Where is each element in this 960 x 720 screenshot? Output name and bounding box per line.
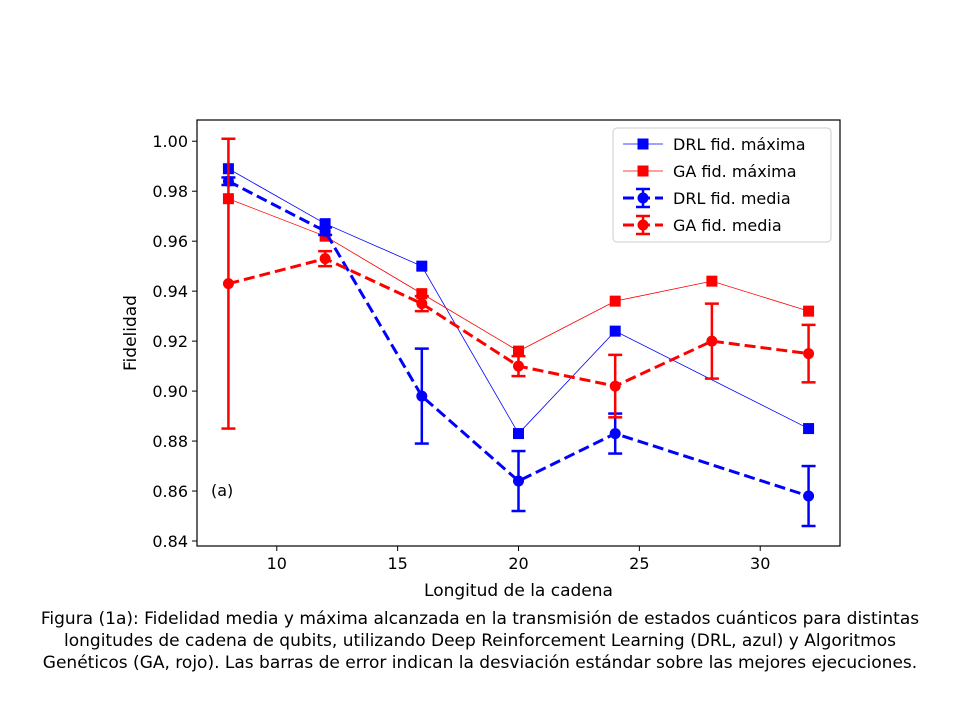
data-point xyxy=(609,295,621,307)
y-tick-label: 1.00 xyxy=(152,132,188,151)
plot-area xyxy=(221,137,816,528)
data-point xyxy=(513,428,524,440)
figure-caption: Figura (1a): Fidelidad media y máxima al… xyxy=(0,608,960,674)
legend-marker xyxy=(637,219,649,231)
legend-marker xyxy=(637,138,649,150)
x-axis-label: Longitud de la cadena xyxy=(424,581,613,601)
x-tick-label: 25 xyxy=(629,554,649,573)
data-point xyxy=(416,390,428,402)
data-point xyxy=(416,260,428,272)
data-point xyxy=(609,428,621,440)
legend-label: GA fid. máxima xyxy=(673,162,797,181)
y-axis-label: Fidelidad xyxy=(121,295,141,371)
axes: 10 15 20 25 30 0.84 0.86 0.88 0.90 0.92 0.94 0.96 0.… xyxy=(121,119,841,601)
legend-entry-1: GA fid. máxima xyxy=(623,162,797,181)
legend: DRL fid. máxima GA fid. máxima DRL fid. me… xyxy=(612,127,832,243)
data-point xyxy=(706,275,718,287)
data-point xyxy=(803,348,815,360)
y-tick-label: 0.90 xyxy=(152,382,188,401)
legend-box xyxy=(612,127,832,243)
series-3 xyxy=(221,137,816,430)
y-tick-label: 0.88 xyxy=(152,432,188,451)
data-point xyxy=(513,345,524,357)
y-tick-label: 0.92 xyxy=(152,332,188,351)
data-point xyxy=(416,298,428,310)
x-tick-label: 30 xyxy=(750,554,770,573)
data-point xyxy=(319,253,331,265)
y-tick-label: 0.94 xyxy=(152,282,188,301)
y-tick-label: 0.84 xyxy=(152,532,188,551)
x-tick-label: 15 xyxy=(387,554,407,573)
data-point xyxy=(609,325,621,337)
legend-entry-3: GA fid. media xyxy=(623,214,782,236)
legend-marker xyxy=(637,165,649,177)
y-tick-label: 0.86 xyxy=(152,482,188,501)
data-point xyxy=(319,225,331,237)
data-point xyxy=(803,305,815,317)
legend-marker xyxy=(637,192,649,204)
data-point xyxy=(513,475,524,487)
data-point xyxy=(803,423,815,435)
y-tick-label: 0.96 xyxy=(152,232,188,251)
y-tick-label: 0.98 xyxy=(152,182,188,201)
legend-label: DRL fid. máxima xyxy=(673,135,806,154)
data-point xyxy=(416,288,428,300)
x-tick-label: 10 xyxy=(267,554,287,573)
legend-entry-0: DRL fid. máxima xyxy=(623,135,806,154)
caption-line-2: longitudes de cadena de qubits, utilizan… xyxy=(64,631,896,651)
panel-annotation: (a) xyxy=(211,481,233,500)
legend-label: GA fid. media xyxy=(673,216,782,235)
data-point xyxy=(706,335,718,347)
legend-entry-2: DRL fid. media xyxy=(623,187,791,209)
series-line xyxy=(228,168,809,435)
legend-label: DRL fid. media xyxy=(673,189,791,208)
x-tick-label: 20 xyxy=(508,554,528,573)
data-point xyxy=(803,490,815,502)
series-2 xyxy=(221,175,816,528)
data-point xyxy=(319,218,331,230)
data-point xyxy=(222,278,234,290)
caption-line-3: Genéticos (GA, rojo). Las barras de erro… xyxy=(42,653,918,673)
data-point xyxy=(513,360,524,372)
chart-figure: 10 15 20 25 30 0.84 0.86 0.88 0.90 0.92 0.94 0.96 0.… xyxy=(121,119,841,601)
series-line xyxy=(227,179,810,498)
data-point xyxy=(609,380,621,392)
caption-line-1: Figura (1a): Fidelidad media y máxima al… xyxy=(40,609,920,629)
